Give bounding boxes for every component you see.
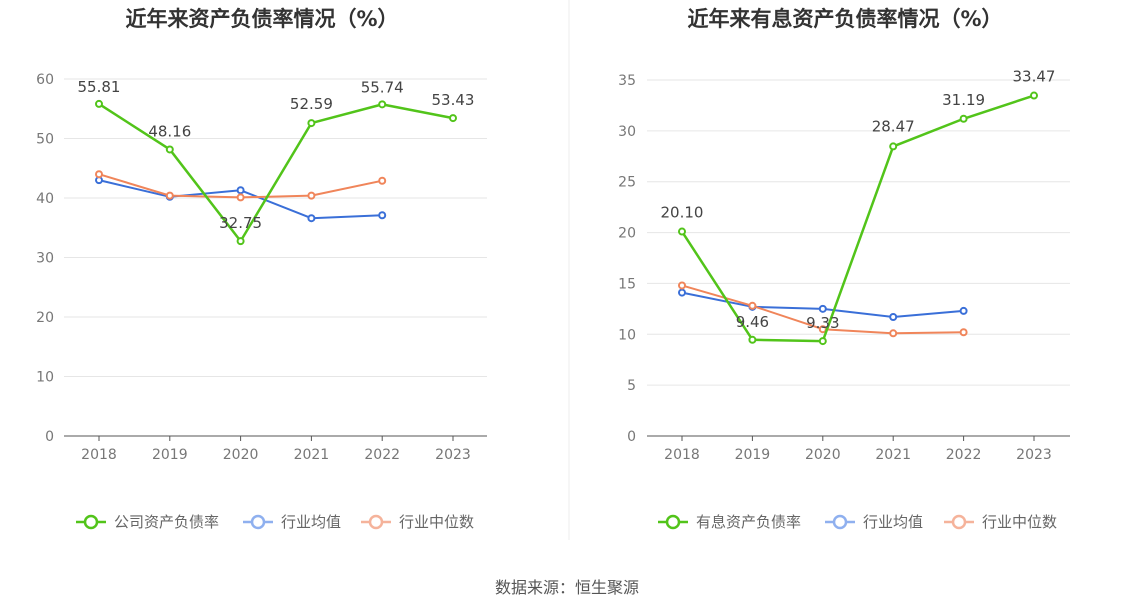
- legend-item-median: 行业中位数: [944, 513, 1057, 531]
- chart-title: 近年来资产负债率情况（%）: [125, 7, 398, 31]
- legend-item-average: 行业均值: [243, 513, 341, 531]
- legend-item-median: 行业中位数: [361, 513, 474, 531]
- legend-marker: [951, 514, 967, 530]
- y-tick-label: 60: [36, 72, 54, 88]
- x-tick-label: 2022: [946, 447, 982, 463]
- data-point-median: [959, 328, 968, 337]
- data-point-company: [95, 99, 103, 108]
- legend-item-average: 行业均值: [825, 513, 923, 531]
- data-point-average: [378, 211, 387, 220]
- y-tick-label: 5: [627, 378, 636, 394]
- data-label: 31.19: [942, 91, 985, 109]
- legend-label: 行业均值: [863, 513, 923, 531]
- data-point-median: [378, 176, 387, 185]
- data-point-company: [449, 114, 457, 123]
- data-point-median: [748, 301, 757, 310]
- data-point-median: [889, 329, 898, 338]
- legend-marker: [250, 514, 266, 530]
- data-label: 52.59: [290, 95, 333, 113]
- y-tick-label: 10: [36, 370, 54, 386]
- data-label: 48.16: [148, 122, 191, 140]
- y-tick-label: 10: [618, 327, 636, 343]
- x-tick-label: 2023: [1016, 447, 1052, 463]
- x-tick-label: 2021: [875, 447, 911, 463]
- y-tick-label: 0: [45, 429, 54, 445]
- data-point-average: [818, 304, 827, 313]
- x-tick-label: 2021: [294, 447, 330, 463]
- data-point-company: [378, 100, 387, 109]
- data-point-average: [236, 186, 245, 195]
- data-source-note: 数据来源：恒生聚源: [494, 578, 639, 597]
- legend-label: 行业均值: [281, 513, 341, 531]
- data-point-company: [889, 142, 898, 151]
- legend-item-company: 公司资产负债率: [76, 513, 219, 531]
- chart-1: 近年来资产负债率情况（%） 0 10 20 30 40 50 60 2018 2019 2020 20…: [36, 7, 487, 531]
- legend-label: 有息资产负债率: [696, 513, 801, 531]
- data-point-company: [818, 337, 827, 346]
- data-label: 9.46: [736, 313, 769, 331]
- x-tick-label: 2018: [664, 447, 700, 463]
- y-tick-label: 35: [618, 73, 636, 89]
- data-point-average: [307, 214, 316, 223]
- y-tick-label: 50: [36, 132, 54, 148]
- legend-marker: [83, 514, 99, 530]
- data-point-median: [236, 193, 245, 202]
- data-point-company: [165, 145, 174, 154]
- y-tick-label: 15: [618, 276, 636, 292]
- data-label: 33.47: [1013, 68, 1056, 86]
- data-point-median: [165, 191, 174, 200]
- legend-marker: [832, 514, 848, 530]
- y-tick-label: 20: [618, 226, 636, 242]
- series-line-company: [98, 102, 454, 243]
- data-point-company: [678, 227, 686, 236]
- legend-label: 行业中位数: [399, 513, 474, 531]
- x-tick-label: 2022: [364, 447, 400, 463]
- data-point-company: [307, 119, 316, 128]
- legend-label: 行业中位数: [982, 513, 1057, 531]
- data-label: 53.43: [432, 91, 475, 109]
- data-label: 55.81: [78, 78, 121, 96]
- data-point-median: [307, 191, 316, 200]
- data-point-average: [959, 306, 968, 315]
- legend-item-company: 有息资产负债率: [658, 513, 801, 531]
- y-tick-label: 30: [618, 124, 636, 140]
- y-tick-label: 40: [36, 191, 54, 207]
- x-tick-label: 2023: [435, 447, 471, 463]
- chart-title: 近年来有息资产负债率情况（%）: [687, 7, 1002, 31]
- x-tick-label: 2020: [223, 447, 259, 463]
- data-label: 55.74: [361, 78, 404, 96]
- y-tick-label: 0: [627, 429, 636, 445]
- x-tick-label: 2019: [735, 447, 771, 463]
- data-point-company: [1030, 91, 1038, 100]
- data-point-median: [678, 281, 686, 290]
- legend-marker: [368, 514, 384, 530]
- data-point-average: [889, 312, 898, 321]
- data-label: 9.33: [806, 314, 839, 332]
- data-point-company: [748, 335, 757, 344]
- x-tick-label: 2019: [152, 447, 188, 463]
- series-line-company: [680, 94, 1035, 343]
- x-tick-label: 2020: [805, 447, 841, 463]
- chart-2: 近年来有息资产负债率情况（%） 0 5 10 15 20 25 30 35 2018 2019 202…: [618, 7, 1070, 531]
- legend-label: 公司资产负债率: [114, 513, 219, 531]
- data-point-median: [95, 170, 103, 179]
- data-point-company: [959, 114, 968, 123]
- y-tick-label: 30: [36, 251, 54, 267]
- data-label: 28.47: [872, 117, 915, 135]
- data-label: 20.10: [661, 204, 704, 222]
- x-tick-label: 2018: [81, 447, 117, 463]
- data-point-company: [236, 237, 245, 246]
- y-tick-label: 25: [618, 175, 636, 191]
- data-label: 32.75: [219, 214, 262, 232]
- y-tick-label: 20: [36, 310, 54, 326]
- legend-marker: [665, 514, 681, 530]
- data-point-average: [678, 288, 686, 297]
